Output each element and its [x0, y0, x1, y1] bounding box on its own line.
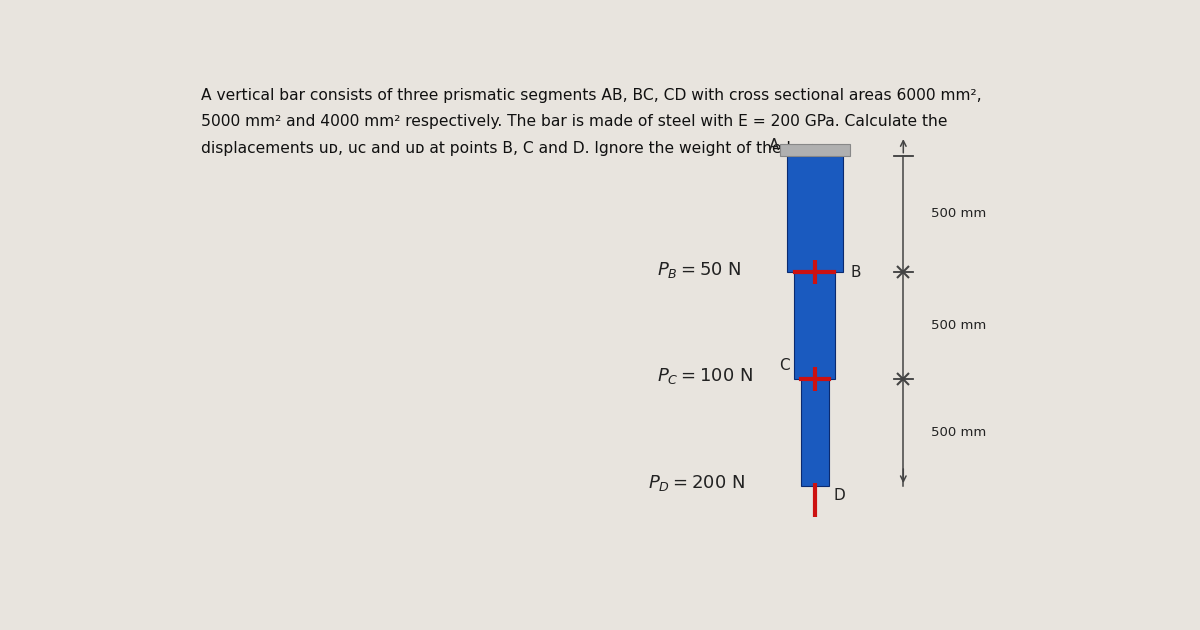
Text: C: C: [779, 358, 790, 373]
Text: D: D: [834, 488, 845, 503]
Text: 5000 mm² and 4000 mm² respectively. The bar is made of steel with E = 200 GPa. C: 5000 mm² and 4000 mm² respectively. The …: [202, 115, 948, 129]
Text: $P_B = 50\ \mathrm{N}$: $P_B = 50\ \mathrm{N}$: [656, 260, 742, 280]
Text: 500 mm: 500 mm: [931, 426, 986, 438]
Text: 500 mm: 500 mm: [931, 207, 986, 220]
Polygon shape: [780, 144, 851, 156]
Text: A: A: [769, 138, 780, 153]
Polygon shape: [787, 156, 842, 272]
Text: B: B: [851, 265, 860, 280]
Text: displacements uᴅ, uᴄ and uᴅ at points B, C and D. Ignore the weight of the bar.: displacements uᴅ, uᴄ and uᴅ at points B,…: [202, 141, 816, 156]
Text: $P_C = 100\ \mathrm{N}$: $P_C = 100\ \mathrm{N}$: [656, 367, 754, 386]
Polygon shape: [794, 272, 835, 379]
Text: $P_D = 200\ \mathrm{N}$: $P_D = 200\ \mathrm{N}$: [648, 473, 745, 493]
Text: A vertical bar consists of three prismatic segments AB, BC, CD with cross sectio: A vertical bar consists of three prismat…: [202, 88, 982, 103]
Polygon shape: [802, 379, 829, 486]
Text: 500 mm: 500 mm: [931, 319, 986, 332]
